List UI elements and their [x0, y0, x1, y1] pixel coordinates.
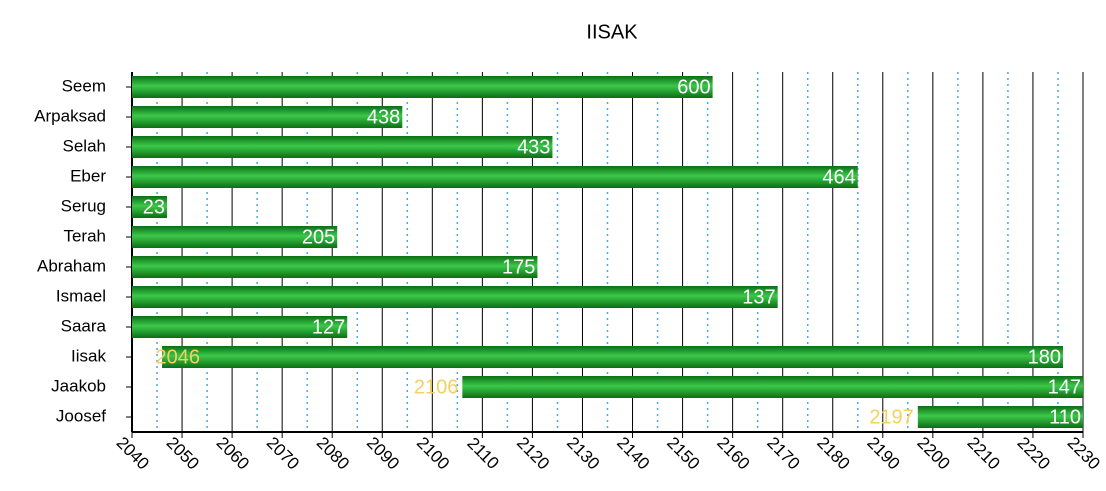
x-tick-label: 2120	[513, 433, 553, 473]
bar	[132, 286, 778, 308]
x-tick-label: 2200	[913, 433, 953, 473]
y-tick-label: Eber	[70, 166, 106, 185]
start-label: 2046	[156, 346, 201, 368]
x-tick-label: 2110	[463, 434, 502, 473]
bar	[132, 106, 403, 128]
y-tick-label: Abraham	[37, 256, 106, 275]
x-tick-label: 2060	[213, 433, 253, 473]
value-label: 23	[143, 196, 165, 218]
bar	[132, 316, 348, 338]
x-tick-label: 2150	[663, 433, 703, 473]
x-tick-label: 2070	[263, 433, 303, 473]
y-tick-label: Seem	[62, 76, 106, 95]
y-tick-label: Ismael	[56, 286, 106, 305]
value-label: 433	[517, 136, 550, 158]
x-tick-label: 2080	[313, 433, 353, 473]
x-tick-label: 2040	[113, 433, 153, 473]
x-tick-label: 2190	[863, 433, 903, 473]
bar	[462, 376, 1083, 398]
x-tick-label: 2160	[713, 433, 753, 473]
value-label: 205	[302, 226, 335, 248]
x-tick-label: 2050	[163, 433, 203, 473]
y-tick-label: Saara	[61, 316, 107, 335]
value-label: 110	[1049, 406, 1081, 428]
x-tick-label: 2100	[413, 433, 453, 473]
bar	[132, 76, 713, 98]
chart-title: IISAK	[586, 21, 638, 43]
x-tick-label: 2140	[613, 433, 653, 473]
bar	[132, 166, 858, 188]
start-label: 2197	[869, 406, 914, 428]
value-label: 137	[742, 286, 775, 308]
bar	[917, 406, 1083, 428]
y-tick-label: Joosef	[56, 406, 106, 425]
y-tick-label: Jaakob	[51, 376, 106, 395]
bar	[132, 226, 338, 248]
bars	[132, 76, 1083, 428]
value-label: 180	[1028, 346, 1061, 368]
bar	[132, 196, 168, 218]
value-label: 127	[312, 316, 345, 338]
value-label: 147	[1048, 376, 1081, 398]
x-tick-label: 2130	[563, 433, 603, 473]
x-tick-label: 2230	[1064, 433, 1104, 473]
start-label: 2106	[414, 376, 459, 398]
value-label: 175	[502, 256, 535, 278]
x-tick-label: 2180	[813, 433, 853, 473]
y-tick-label: Terah	[63, 226, 106, 245]
x-tick-label: 2220	[1014, 433, 1054, 473]
value-label: 600	[677, 76, 710, 98]
value-label: 464	[822, 166, 855, 188]
y-tick-label: Arpaksad	[34, 106, 106, 125]
bar	[162, 346, 1063, 368]
y-tick-label: Serug	[61, 196, 106, 215]
value-label: 438	[367, 106, 400, 128]
bar	[132, 256, 538, 278]
x-tick-label: 2170	[763, 433, 803, 473]
x-tick-label: 2210	[964, 433, 1004, 473]
y-tick-label: Iisak	[71, 346, 106, 365]
x-tick-label: 2090	[363, 433, 403, 473]
y-tick-label: Selah	[63, 136, 106, 155]
bar	[132, 136, 553, 158]
